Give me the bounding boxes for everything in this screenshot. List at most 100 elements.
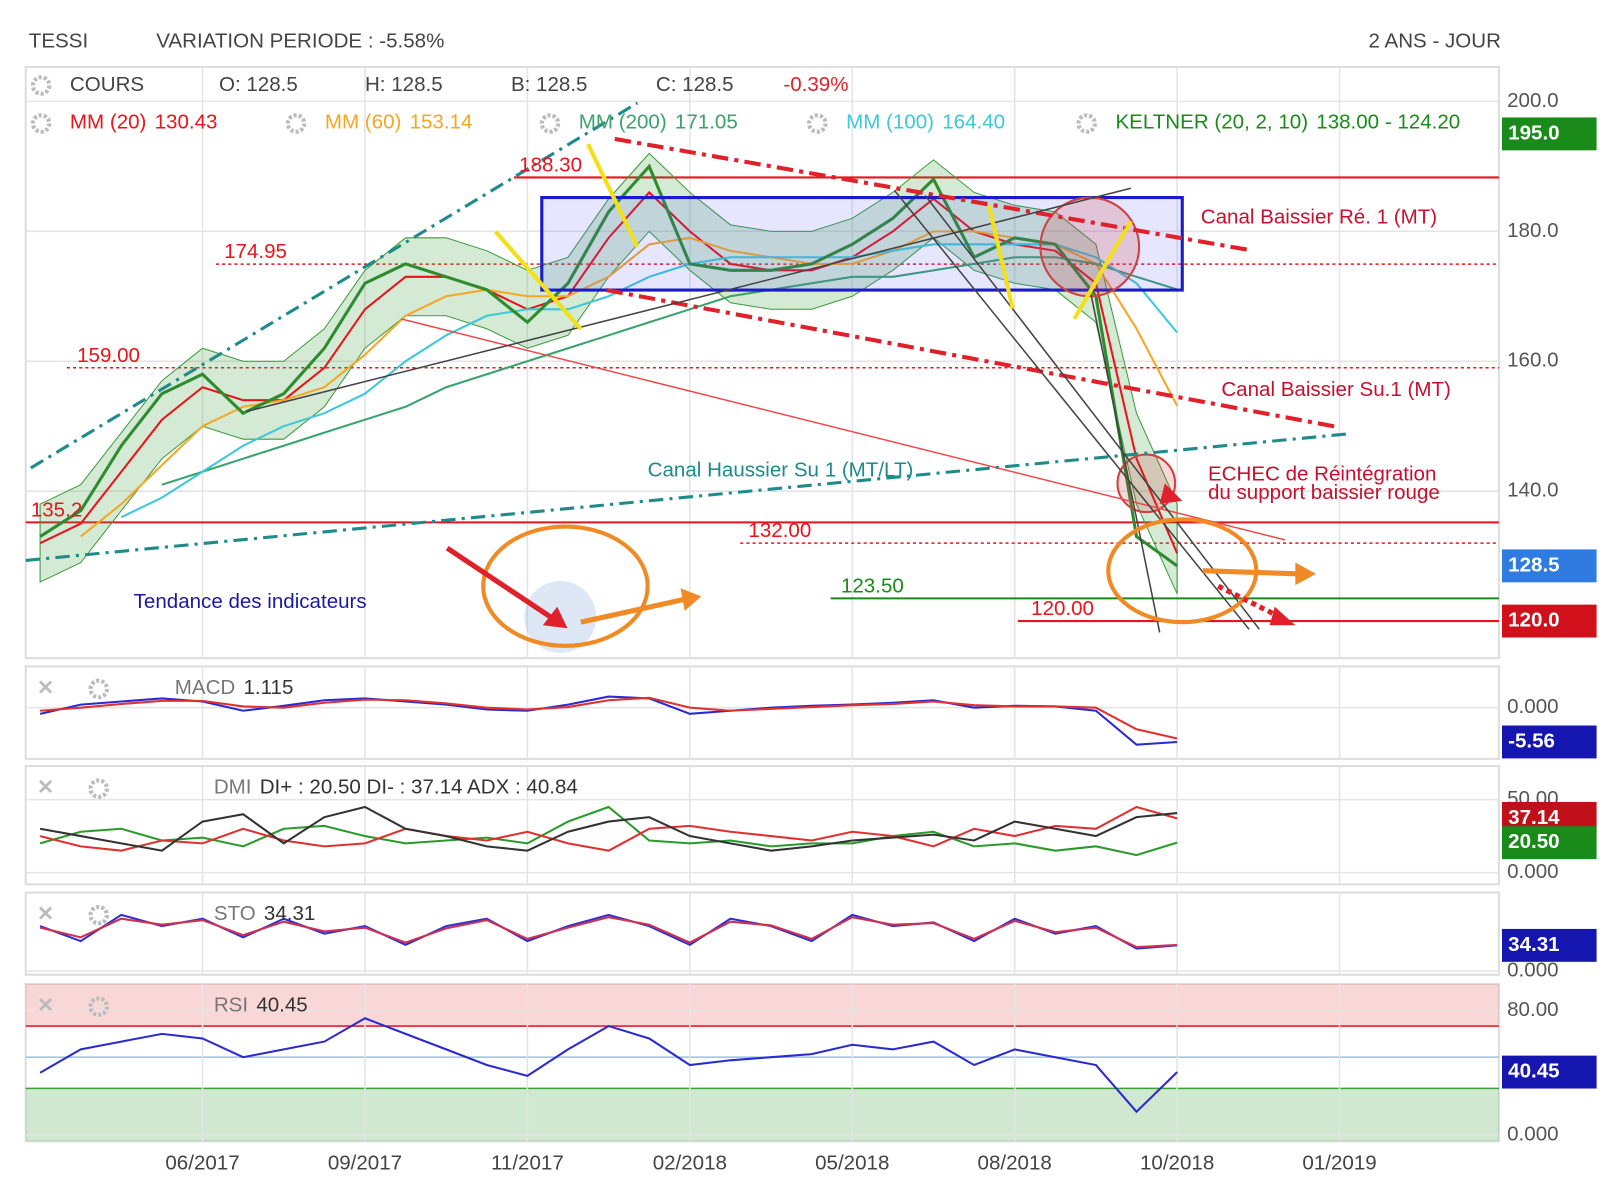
price-badge <box>1501 1055 1597 1089</box>
arrow-head <box>542 606 568 629</box>
panel-close-icon: ✕ <box>37 776 54 799</box>
x-tick-label: 02/2018 <box>653 1151 727 1174</box>
legend-price: COURS <box>70 73 144 96</box>
legend-value: 138.00 - 124.20 <box>1316 111 1460 134</box>
series-line <box>39 695 1178 746</box>
level-label: 123.50 <box>841 574 904 597</box>
level-label: 120.00 <box>1031 597 1094 620</box>
trend-line <box>246 187 1132 413</box>
gear-icon <box>88 904 109 926</box>
highlight-ellipse <box>481 524 650 648</box>
gear-icon <box>30 113 52 134</box>
level-label: 188.30 <box>519 154 582 177</box>
price-badge <box>1501 549 1597 583</box>
legend-name: KELTNER (20, 2, 10) <box>1115 111 1308 134</box>
keltner-band <box>39 152 1178 595</box>
indicator-name: MACD <box>175 676 236 699</box>
gear-icon <box>807 113 828 134</box>
period: 2 ANS - JOUR <box>1369 30 1501 53</box>
panel-frame <box>24 765 1500 886</box>
legend-name: MM (100) <box>846 111 934 134</box>
legend-quote: O: 128.5 <box>219 73 298 96</box>
price-badge-label: 34.31 <box>1508 933 1559 956</box>
series-line <box>39 916 1178 949</box>
y-tick-label: 0.000 <box>1507 1123 1558 1146</box>
gear-icon <box>285 113 307 134</box>
marker-line <box>493 230 583 331</box>
gear-icon <box>539 113 561 134</box>
price-badge <box>1501 928 1597 962</box>
legend-value: 130.43 <box>155 111 218 134</box>
indicator-header: RSI 40.45 <box>214 994 308 1017</box>
x-tick-label: 08/2018 <box>978 1151 1052 1174</box>
annotation: Canal Haussier Su 1 (MT/LT) <box>648 458 914 481</box>
gear-icon <box>88 778 109 799</box>
highlight-circle <box>1039 196 1141 298</box>
indicator-value: 1.115 <box>243 676 293 699</box>
y-tick-label: 0.000 <box>1507 695 1558 718</box>
price-badge-label: 128.5 <box>1508 553 1559 576</box>
panel-close-icon: ✕ <box>37 994 54 1017</box>
marker-line <box>986 205 1015 310</box>
marker-line <box>1072 220 1133 320</box>
legend-name: MM (20) <box>70 111 146 134</box>
x-tick-label: 10/2018 <box>1140 1151 1214 1174</box>
indicator-name: RSI <box>214 994 248 1017</box>
drawings <box>25 101 1347 653</box>
arrow-head <box>1295 562 1316 586</box>
series-line <box>39 805 1178 857</box>
trend-line <box>25 432 1347 562</box>
legend-value: 153.14 <box>410 111 473 134</box>
annotation: Tendance des indicateurs <box>134 590 367 613</box>
y-tick-label: 0.000 <box>1507 958 1558 981</box>
series-line <box>39 805 1178 852</box>
x-tick-label: 01/2019 <box>1302 1151 1376 1174</box>
y-tick-label: 200.0 <box>1507 89 1558 112</box>
gear-icon <box>88 678 109 700</box>
series-line <box>39 805 1178 852</box>
level-label: 159.00 <box>77 344 140 367</box>
overbought-zone <box>25 984 1499 1027</box>
level-label: 174.95 <box>224 240 287 263</box>
gear-icon <box>30 75 52 96</box>
y-tick-label: 160.0 <box>1507 349 1558 372</box>
legend-quote: H: 128.5 <box>365 73 443 96</box>
legend-name: MM (200) <box>579 111 667 134</box>
arrow-head <box>1159 483 1183 504</box>
marker-line <box>586 143 640 248</box>
indicator-header: DMI DI+ : 20.50 DI- : 37.14 ADX : 40.84 <box>214 776 578 799</box>
legend-quote: B: 128.5 <box>511 73 588 96</box>
y-tick-label: 80.00 <box>1507 998 1558 1021</box>
x-tick-label: 11/2017 <box>491 1151 564 1174</box>
x-tick-label: 09/2017 <box>328 1151 402 1174</box>
trend-line <box>400 318 1286 541</box>
indicator-header: MACD 1.115 <box>175 676 294 699</box>
symbol: TESSI <box>29 30 88 53</box>
indicator-value: 40.45 <box>256 994 307 1017</box>
arrow-head <box>680 588 702 611</box>
arrow <box>580 597 685 625</box>
trend-line <box>606 288 1337 429</box>
legend-entry: KELTNER (20, 2, 10) 138.00 - 124.20 <box>1115 111 1460 134</box>
legend-entry: MM (100) 164.40 <box>846 111 1005 134</box>
arrow-head <box>1269 606 1296 626</box>
price-badge-label: -5.56 <box>1508 729 1555 752</box>
legend-entry: MM (60) 153.14 <box>325 111 473 134</box>
price-badge <box>1501 117 1597 151</box>
series-line <box>40 696 1178 740</box>
series-line <box>161 256 1178 486</box>
annotation: Canal Baissier Su.1 (MT) <box>1221 378 1451 401</box>
trend-line <box>1088 287 1161 633</box>
annotation: Canal Baissier Ré. 1 (MT) <box>1201 206 1437 229</box>
series-line <box>39 190 1179 554</box>
variation: VARIATION PERIODE : -5.58% <box>156 30 444 53</box>
legend-value: 171.05 <box>675 111 738 134</box>
price-line <box>39 163 1179 568</box>
legend-name: MM (60) <box>325 111 401 134</box>
price-badge <box>1501 725 1597 759</box>
level-label: 135.2 <box>31 498 82 521</box>
series-line <box>39 1017 1178 1114</box>
panel-close-icon: ✕ <box>37 676 54 699</box>
